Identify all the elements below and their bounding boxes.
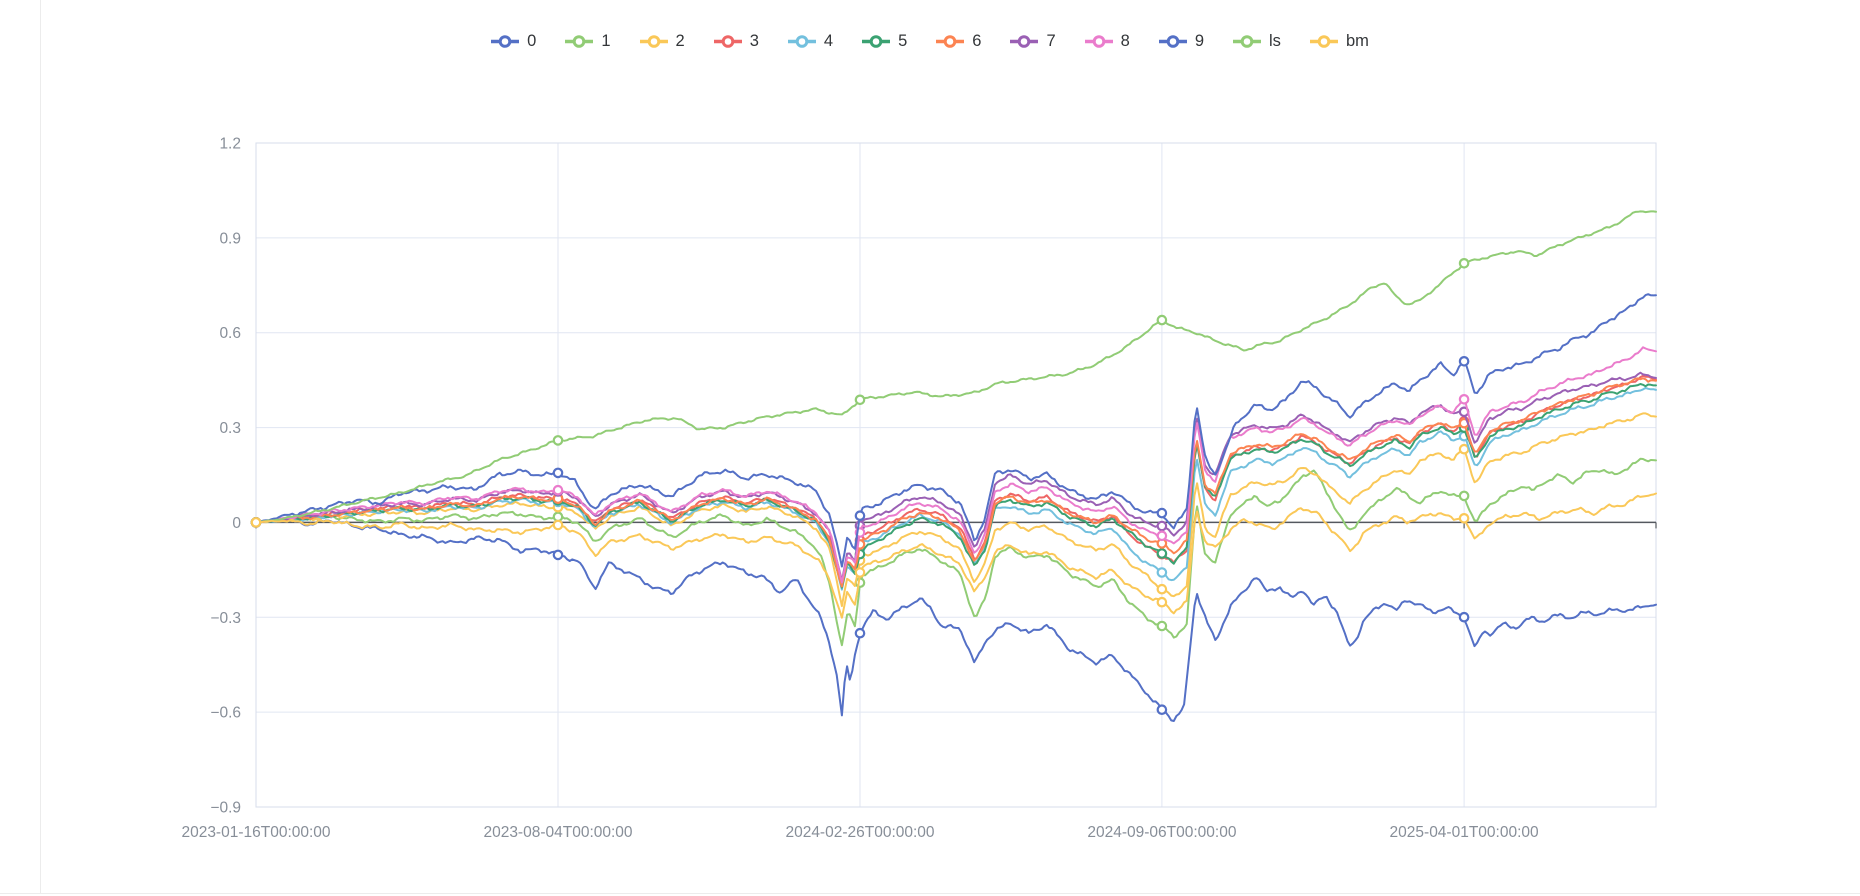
- legend-item-bm[interactable]: bm: [1309, 32, 1369, 50]
- y-axis-tick-label: −0.9: [210, 800, 241, 817]
- y-axis-tick-labels: 1.2 0.9 0.6 0.3 0 −0.3 −0.6 −0.9: [210, 136, 241, 817]
- y-axis-tick-label: −0.6: [210, 705, 241, 722]
- legend-marker-icon: [1010, 34, 1039, 48]
- data-point-marker-bm: [1156, 596, 1168, 608]
- legend-label: 2: [675, 32, 685, 50]
- data-point-marker-8: [1156, 530, 1168, 542]
- x-axis-tick-label: 2024-09-06T00:00:00: [1087, 824, 1236, 841]
- legend-item-3[interactable]: 3: [713, 32, 759, 50]
- chart-legend: 0 1 2 3 4 5 6 7 8 9 ls bm: [0, 33, 1860, 50]
- data-point-marker-bm: [552, 519, 564, 531]
- legend-item-ls[interactable]: ls: [1233, 33, 1281, 50]
- data-point-marker-9: [1458, 355, 1470, 367]
- legend-label: 1: [601, 32, 611, 50]
- data-point-marker-bm: [1458, 512, 1470, 524]
- legend-label: 3: [749, 32, 759, 50]
- legend-label: 9: [1194, 32, 1205, 50]
- y-axis-tick-label: 0.6: [219, 325, 241, 342]
- data-point-marker-5: [1156, 548, 1168, 559]
- data-point-marker-ls: [552, 435, 564, 446]
- legend-marker-icon: [787, 34, 816, 48]
- series-line-5: [250, 383, 1657, 589]
- data-point-marker-8: [552, 484, 564, 496]
- legend-item-7[interactable]: 7: [1010, 32, 1056, 50]
- legend-item-1[interactable]: 1: [565, 32, 611, 50]
- x-axis-tick-label: 2024-02-26T00:00:00: [785, 824, 934, 841]
- data-point-marker-4: [1156, 567, 1168, 578]
- legend-marker-icon: [862, 34, 891, 48]
- series-line-bm: [250, 492, 1657, 619]
- x-axis-tick-label: 2025-04-01T00:00:00: [1390, 824, 1539, 841]
- legend-label: 4: [823, 32, 834, 50]
- legend-label: 7: [1046, 32, 1056, 50]
- legend-marker-icon: [565, 34, 594, 48]
- data-point-marker-0: [552, 549, 564, 561]
- data-point-marker-8: [1458, 393, 1470, 405]
- data-point-marker-0: [854, 627, 866, 639]
- y-axis-tick-label: 0.3: [219, 420, 241, 437]
- x-axis-tick-labels: 2023-01-16T00:00:00 2023-08-04T00:00:00 20…: [181, 824, 1539, 841]
- data-point-marker-7: [1156, 520, 1168, 532]
- legend-marker-icon: [936, 34, 965, 48]
- cell-bottom-border: [0, 893, 1860, 894]
- legend-marker-icon: [639, 34, 668, 48]
- data-point-marker-ls: [1156, 314, 1168, 326]
- legend-marker-icon: [713, 34, 742, 48]
- data-point-marker-2: [1458, 443, 1470, 455]
- series-line-3: [250, 374, 1657, 587]
- y-axis-tick-label: 0: [232, 515, 241, 532]
- data-point-marker-ls: [1458, 257, 1470, 269]
- legend-item-6[interactable]: 6: [936, 33, 981, 50]
- data-point-marker-0: [1458, 611, 1470, 623]
- legend-item-8[interactable]: 8: [1084, 32, 1130, 50]
- data-point-marker-9: [854, 510, 866, 521]
- legend-item-5[interactable]: 5: [862, 33, 907, 50]
- data-point-marker-0: [1156, 704, 1168, 715]
- legend-marker-icon: [1309, 34, 1338, 48]
- legend-marker-icon: [1084, 34, 1113, 48]
- data-point-marker-bm: [250, 517, 262, 528]
- data-point-marker-1: [1458, 490, 1470, 502]
- data-point-marker-ls: [854, 394, 866, 406]
- legend-label: 5: [898, 32, 908, 50]
- data-point-marker-9: [552, 467, 564, 479]
- legend-item-9[interactable]: 9: [1158, 32, 1205, 50]
- legend-label: 8: [1120, 32, 1130, 50]
- legend-label: bm: [1345, 32, 1369, 50]
- legend-label: 6: [972, 32, 982, 50]
- data-point-marker-2: [1156, 583, 1168, 595]
- data-point-marker-9: [1156, 507, 1168, 519]
- legend-label: 0: [527, 32, 537, 50]
- cell-left-border: [40, 0, 41, 894]
- x-axis-tick-label: 2023-08-04T00:00:00: [483, 824, 632, 841]
- legend-item-4[interactable]: 4: [787, 32, 834, 50]
- legend-marker-icon: [1158, 34, 1187, 48]
- y-axis-tick-label: 1.2: [219, 136, 241, 153]
- x-axis-tick-label: 2023-01-16T00:00:00: [181, 824, 330, 841]
- data-point-marker-1: [1156, 620, 1168, 632]
- legend-item-0[interactable]: 0: [491, 33, 536, 50]
- legend-label: ls: [1269, 32, 1281, 50]
- legend-item-2[interactable]: 2: [639, 32, 685, 50]
- series-line-0: [250, 517, 1657, 722]
- legend-marker-icon: [1233, 34, 1262, 48]
- data-point-marker-bm: [854, 567, 866, 578]
- y-axis-tick-label: 0.9: [219, 230, 241, 247]
- legend-marker-icon: [491, 34, 520, 48]
- y-axis-tick-label: −0.3: [210, 610, 241, 627]
